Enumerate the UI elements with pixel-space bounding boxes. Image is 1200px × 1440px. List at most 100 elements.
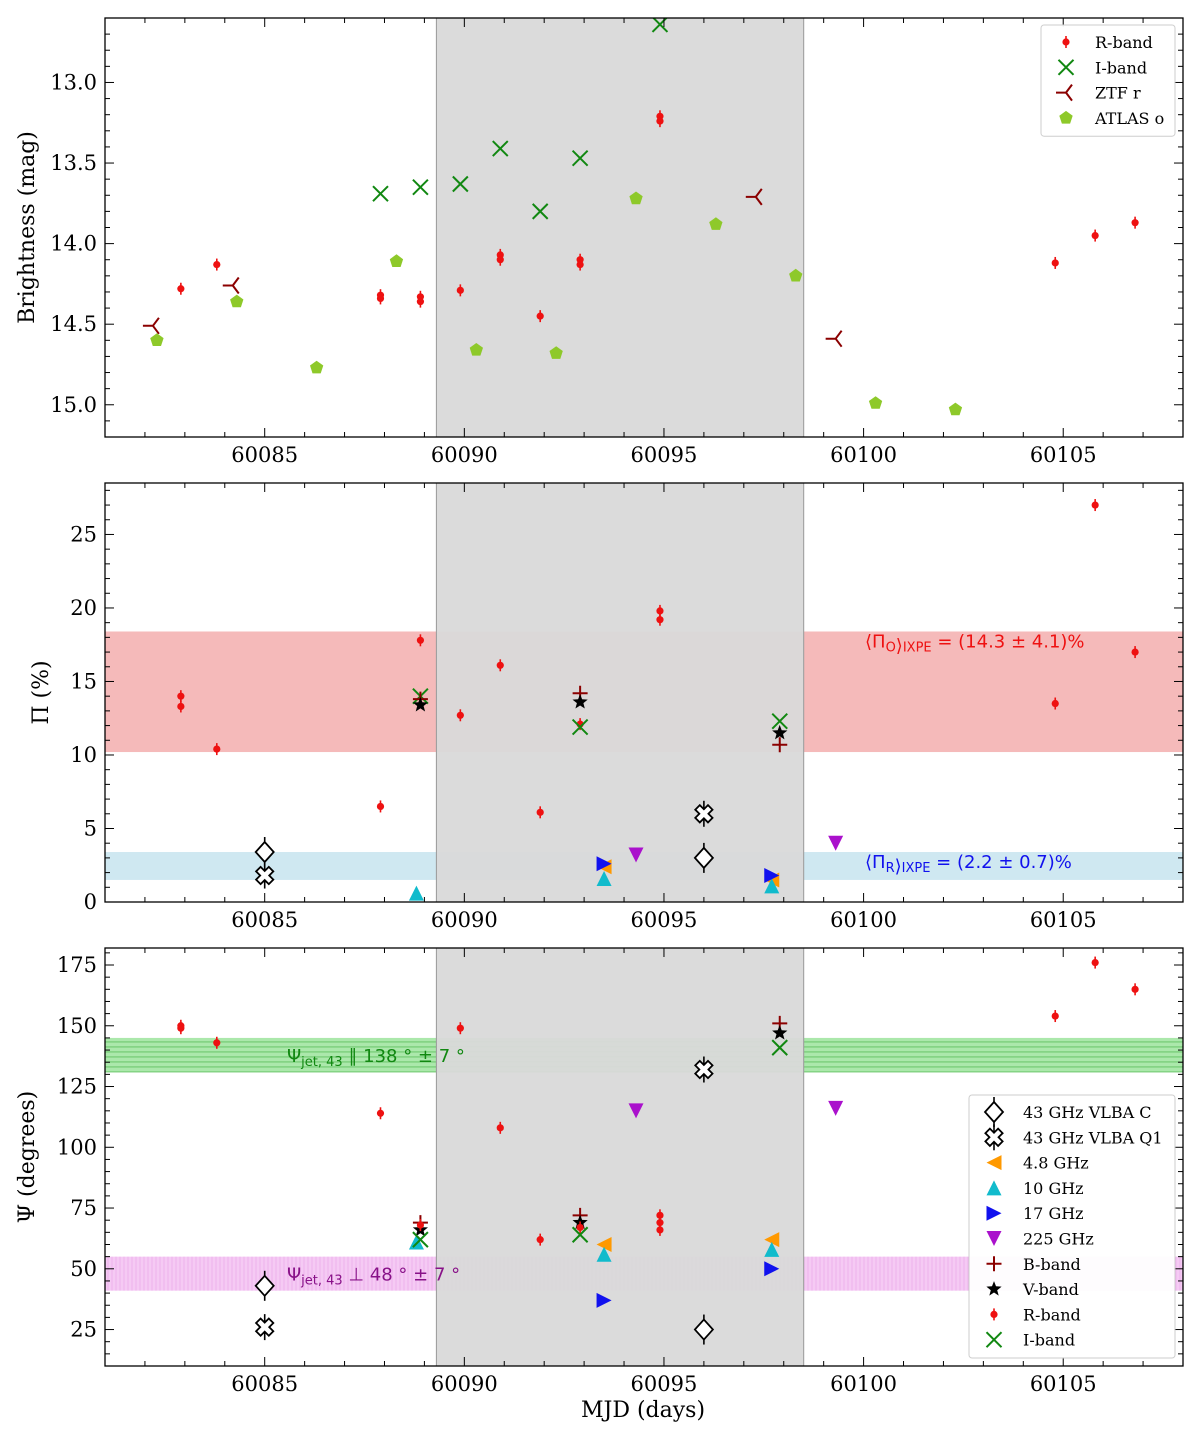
point-r-band xyxy=(416,295,425,308)
point-r-band xyxy=(177,690,185,703)
legend-marker xyxy=(1059,110,1073,124)
marker-cross-open xyxy=(984,1127,1004,1148)
band-label-bracket: ⟩ xyxy=(896,635,903,656)
x-tick-label: 60090 xyxy=(431,443,498,467)
marker-pentagon xyxy=(789,268,803,282)
marker-dot xyxy=(656,117,664,125)
marker-dot xyxy=(990,1310,998,1318)
point-atlas-o xyxy=(389,254,404,267)
x-tick-label: 60095 xyxy=(631,908,698,932)
marker-tri-up xyxy=(596,1246,612,1262)
band-label-0: ⟨ΠO⟩IXPE = (14.3 ± 4.1)% xyxy=(865,631,1085,656)
marker-x xyxy=(1057,59,1075,76)
point-43-ghz-vlba-q1 xyxy=(693,1056,714,1083)
series-43-ghz-vlba-q1 xyxy=(254,1056,714,1341)
y-tick-label: 14.5 xyxy=(50,312,97,336)
series-10-ghz xyxy=(408,1234,780,1262)
series-v-band xyxy=(412,694,788,740)
point-10-ghz xyxy=(764,1241,780,1257)
legend-marker xyxy=(986,1155,1002,1171)
marker-dot xyxy=(1051,1012,1059,1020)
plot-area xyxy=(105,483,1183,902)
y-tick-label: 15 xyxy=(70,669,97,693)
marker-tri-down xyxy=(828,835,844,851)
point-r-band xyxy=(456,1022,464,1035)
legend-label: ATLAS o xyxy=(1094,109,1164,128)
x-axis-title: MJD (days) xyxy=(581,1398,705,1423)
marker-x xyxy=(452,175,469,193)
point-r-band xyxy=(376,1107,385,1120)
point-17-ghz xyxy=(596,856,612,872)
point-atlas-o xyxy=(709,217,723,230)
marker-tri-up xyxy=(596,870,612,886)
point-b-band xyxy=(772,737,788,753)
point-17-ghz xyxy=(596,1292,612,1308)
point-r-band xyxy=(177,1022,185,1035)
legend-label: ZTF r xyxy=(1095,84,1141,103)
point-r-band xyxy=(1131,646,1139,659)
point-atlas-o xyxy=(629,191,643,205)
marker-dot xyxy=(376,802,385,811)
legend-box xyxy=(968,1094,1176,1359)
marker-tri-down xyxy=(986,1231,1002,1246)
marker-x xyxy=(412,179,429,196)
point-43-ghz-vlba-c xyxy=(693,842,715,873)
marker-x xyxy=(985,1331,1003,1348)
marker-dot xyxy=(1131,985,1139,993)
marker-dot xyxy=(1091,958,1099,967)
point-atlas-o xyxy=(150,333,164,346)
marker-dot xyxy=(1051,699,1059,708)
legend-label: 225 GHz xyxy=(1023,1230,1094,1249)
point-r-band xyxy=(496,659,504,672)
marker-pentagon xyxy=(469,343,483,356)
x-axis: 60085 60090 60095 60100 60105 xyxy=(104,948,1184,1396)
band-label-rest: = (2.2 ± 0.7)% xyxy=(930,852,1071,873)
marker-dot xyxy=(456,711,464,719)
y-axis: 0 5 10 15 20 25 xyxy=(70,489,1183,914)
point-225-ghz xyxy=(828,1100,844,1116)
x-tick-label: 60085 xyxy=(231,908,298,932)
y-tick-label: 25 xyxy=(70,522,97,546)
y-tick-label: 125 xyxy=(57,1075,97,1099)
marker-tri-up xyxy=(986,1180,1002,1196)
legend-item-i-band: I-band xyxy=(1057,58,1147,77)
marker-dot xyxy=(656,1219,664,1227)
marker-x xyxy=(412,1231,429,1248)
marker-dot xyxy=(1131,648,1139,656)
polarization-angle-panel: Ψjet, 43 ∥ 138 ° ± 7 °Ψjet, 43 ⊥ 48 ° ± … xyxy=(15,947,1184,1396)
marker-x xyxy=(651,18,669,33)
point-i-band xyxy=(651,18,669,33)
band-label-1: Ψjet, 43 ⊥ 48 ° ± 7 ° xyxy=(287,1265,460,1289)
legend-item-43-ghz-vlba-c: 43 GHz VLBA C xyxy=(983,1097,1152,1127)
point-r-band xyxy=(1091,956,1099,969)
x-tick-label: 60085 xyxy=(231,1372,298,1396)
legend-marker xyxy=(1057,59,1075,76)
y-tick-label: 0 xyxy=(84,890,97,914)
x-tick-label: 60105 xyxy=(1030,443,1097,467)
marker-dot xyxy=(416,1221,425,1229)
marker-cross-open xyxy=(693,1059,714,1080)
marker-dot xyxy=(177,692,185,700)
x-tick-label: 60105 xyxy=(1030,908,1097,932)
legend-item-b-band: B-band xyxy=(986,1255,1081,1274)
marker-tri-right xyxy=(764,868,780,884)
marker-x xyxy=(492,140,509,157)
marker-cross-open xyxy=(693,803,714,824)
point-i-band xyxy=(412,179,429,196)
point-r-band xyxy=(177,700,185,713)
x-tick-label: 60090 xyxy=(431,1372,498,1396)
point-r-band xyxy=(496,253,504,266)
legend-label: 10 GHz xyxy=(1023,1179,1084,1198)
legend-marker xyxy=(986,1256,1002,1272)
marker-diamond xyxy=(693,846,715,870)
point-v-band xyxy=(412,697,428,712)
point-10-ghz xyxy=(596,1246,612,1262)
marker-tri-up xyxy=(408,885,424,901)
marker-dot xyxy=(456,286,464,294)
point-r-band xyxy=(656,1223,664,1236)
band-label-rest: ∥ 138 ° ± 7 ° xyxy=(343,1046,465,1067)
series-43-ghz-vlba-c xyxy=(254,837,715,873)
legend-label: I-band xyxy=(1095,58,1147,77)
legend-item-4-8-ghz: 4.8 GHz xyxy=(986,1154,1089,1173)
